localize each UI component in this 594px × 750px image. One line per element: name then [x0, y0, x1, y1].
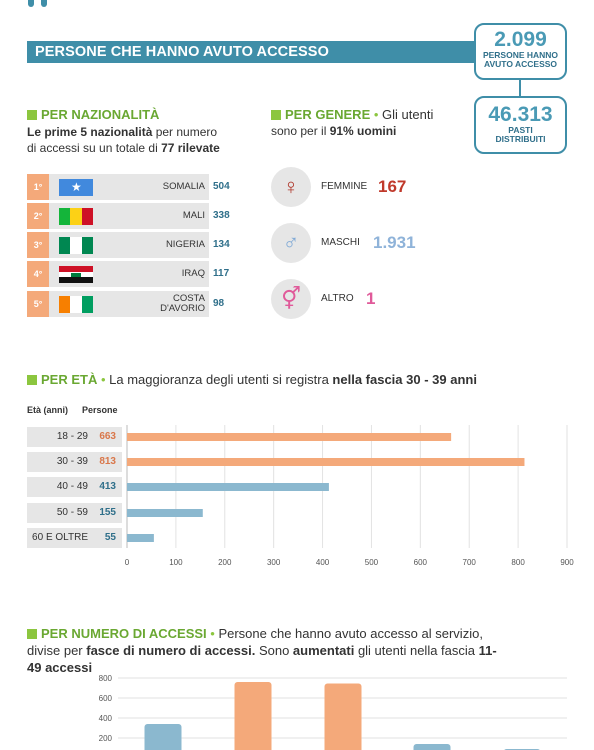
age-category-row: 40 - 49 413 — [27, 477, 122, 497]
age-category-row: 30 - 39 813 — [27, 452, 122, 472]
category-label: 30 - 39 — [56, 456, 88, 467]
y-tick-label: 400 — [99, 714, 113, 723]
bar — [234, 682, 272, 750]
connector-line — [519, 80, 521, 96]
accessi-heading: PER NUMERO DI ACCESSI • Persone che hann… — [27, 626, 497, 675]
data-label: 663 — [99, 431, 116, 442]
x-tick-label: 0 — [125, 558, 130, 567]
y-tick-label: 800 — [99, 674, 113, 683]
bar — [127, 509, 203, 517]
age-column-header: Età (anni) — [27, 405, 69, 415]
bar — [144, 724, 182, 750]
bullet-square — [27, 629, 37, 639]
y-tick-label: 600 — [99, 694, 113, 703]
bar — [127, 483, 329, 491]
data-label: 813 — [99, 456, 116, 467]
nationality-row: 2° MALI 338 — [27, 203, 242, 229]
meals-count: 46.313 — [488, 103, 553, 126]
bullet-square — [27, 375, 37, 385]
x-tick-label: 600 — [414, 558, 428, 567]
access-label-2: AVUTO ACCESSO — [483, 59, 558, 69]
persons-column-header: Persone — [82, 405, 118, 415]
x-tick-label: 200 — [218, 558, 232, 567]
nationality-row: 1° ★ SOMALIA 504 — [27, 174, 242, 200]
bar — [127, 534, 154, 542]
transgender-icon: ⚥ — [271, 279, 311, 319]
nationality-heading: PER NAZIONALITÀ — [27, 107, 159, 122]
iraq-flag — [59, 266, 93, 283]
access-count-box: 2.099 PERSONE HANNO AVUTO ACCESSO — [474, 23, 567, 80]
bar — [413, 744, 451, 750]
ivory-coast-flag — [59, 296, 93, 313]
nationality-subtitle: Le prime 5 nazionalità per numero di acc… — [27, 125, 220, 155]
x-tick-label: 900 — [560, 558, 574, 567]
x-tick-label: 500 — [365, 558, 379, 567]
category-label: 40 - 49 — [56, 481, 88, 492]
logo — [28, 0, 58, 7]
x-tick-label: 300 — [267, 558, 281, 567]
data-label: 413 — [99, 481, 116, 492]
page-banner: PERSONE CHE HANNO AVUTO ACCESSO — [27, 41, 477, 63]
somalia-flag: ★ — [59, 179, 93, 196]
bullet-square — [27, 110, 37, 120]
category-label: 18 - 29 — [56, 431, 88, 442]
male-icon: ♂ — [271, 223, 311, 263]
data-label: 155 — [99, 507, 116, 518]
x-tick-label: 700 — [463, 558, 477, 567]
nigeria-flag — [59, 237, 93, 254]
access-label-1: PERSONE HANNO — [482, 50, 559, 60]
age-category-row: 18 - 29 663 — [27, 427, 122, 447]
age-category-row: 60 E OLTRE 55 — [27, 528, 122, 548]
x-tick-label: 400 — [316, 558, 330, 567]
nationality-row: 3° NIGERIA 134 — [27, 232, 242, 258]
gender-heading: PER GENERE • Gli utenti — [271, 107, 433, 122]
bullet-square — [271, 110, 281, 120]
data-label: 55 — [104, 532, 116, 543]
age-heading: PER ETÀ • La maggioranza degli utenti si… — [27, 372, 477, 387]
nationality-row: 4° IRAQ 117 — [27, 261, 242, 287]
mali-flag — [59, 208, 93, 225]
x-tick-label: 800 — [511, 558, 525, 567]
female-icon: ♀ — [271, 167, 311, 207]
meals-label-1: PASTI — [508, 125, 533, 135]
category-label: 50 - 59 — [56, 507, 88, 518]
category-label: 60 E OLTRE — [32, 532, 88, 543]
meals-label-2: DISTRIBUITI — [495, 134, 546, 144]
bar — [127, 458, 525, 466]
meals-count-box: 46.313 PASTI DISTRIBUITI — [474, 96, 567, 154]
nationality-row: 5° COSTA D'AVORIO 98 — [27, 291, 242, 317]
bar — [127, 433, 452, 441]
y-tick-label: 200 — [99, 734, 113, 743]
bar — [324, 683, 362, 750]
access-count: 2.099 — [494, 28, 547, 51]
age-category-row: 50 - 59 155 — [27, 503, 122, 523]
x-tick-label: 100 — [169, 558, 183, 567]
gender-subtitle: sono per il 91% uomini — [271, 124, 397, 138]
